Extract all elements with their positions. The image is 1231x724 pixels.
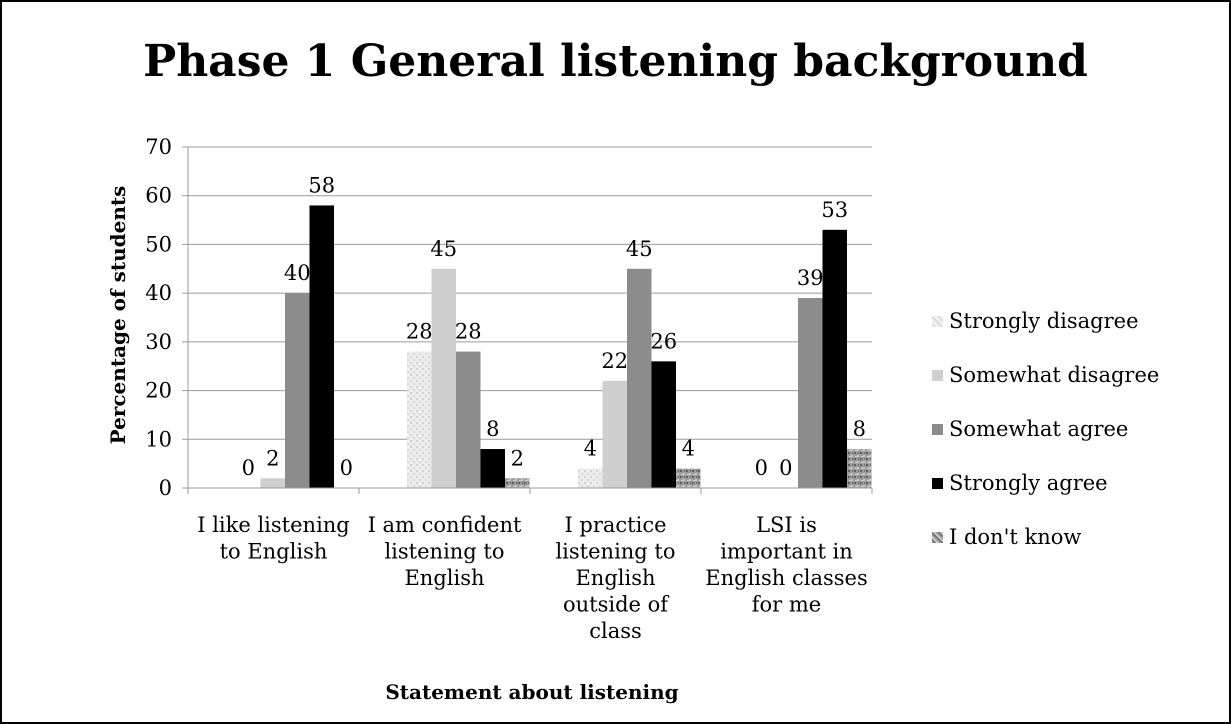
- data-label-strongly-disagree-1: 0: [242, 456, 255, 480]
- legend-label-somewhat-agree: Somewhat agree: [949, 417, 1129, 441]
- data-label-somewhat-disagree-3: 22: [601, 349, 628, 373]
- data-label-somewhat-disagree-1: 2: [266, 446, 279, 470]
- legend-label-strongly-disagree: Strongly disagree: [949, 309, 1139, 333]
- bar-somewhat-disagree-2: [431, 268, 456, 488]
- bars: [260, 205, 872, 489]
- legend-item-strongly-agree: Strongly agree: [932, 456, 1159, 510]
- bar-somewhat-disagree-3: [602, 380, 627, 488]
- chart-title: Phase 1 General listening background: [143, 36, 1088, 87]
- bar-somewhat-agree-2: [456, 351, 481, 488]
- legend-label-i-don-t-know: I don't know: [949, 525, 1082, 549]
- legend-swatch-somewhat-disagree: [932, 369, 943, 381]
- legend: Strongly disagree Somewhat disagree Somewh…: [932, 294, 1159, 564]
- data-label-somewhat-agree-3: 45: [626, 237, 653, 261]
- bar-somewhat-disagree-1: [260, 478, 285, 488]
- bar-somewhat-agree-1: [285, 293, 310, 488]
- data-label-strongly-disagree-3: 4: [584, 437, 597, 461]
- legend-label-somewhat-disagree: Somewhat disagree: [949, 363, 1160, 387]
- category-label-1: I like listening to English: [197, 513, 350, 564]
- data-label-strongly-disagree-2: 28: [406, 320, 433, 344]
- y-axis-title: Percentage of students: [106, 186, 130, 445]
- bar-strongly-disagree-3: [578, 468, 603, 488]
- data-label-somewhat-agree-1: 40: [284, 261, 311, 285]
- axes: [182, 146, 873, 494]
- legend-swatch-strongly-disagree: [932, 315, 943, 327]
- legend-item-somewhat-agree: Somewhat agree: [932, 402, 1159, 456]
- data-label-somewhat-agree-4: 39: [797, 266, 824, 290]
- data-label-somewhat-disagree-4: 0: [779, 456, 792, 480]
- y-tick-label-70: 70: [145, 135, 172, 159]
- data-label-i-don-t-know-2: 2: [511, 446, 524, 470]
- bar-strongly-agree-2: [480, 449, 505, 488]
- data-label-strongly-agree-4: 53: [821, 198, 848, 222]
- legend-label-strongly-agree: Strongly agree: [949, 471, 1108, 495]
- y-tick-label-10: 10: [145, 427, 172, 451]
- bar-strongly-agree-3: [651, 361, 676, 488]
- y-tick-label-20: 20: [145, 379, 172, 403]
- bar-i-don-t-know-3: [676, 468, 701, 488]
- legend-swatch-i-don-t-know: [932, 531, 943, 543]
- x-axis-title: Statement about listening: [385, 680, 678, 704]
- bar-i-don-t-know-4: [847, 449, 872, 488]
- legend-swatch-somewhat-agree: [932, 423, 943, 435]
- legend-item-i-don-t-know: I don't know: [932, 510, 1159, 564]
- labels: 0102030405060700284024522040284539588265…: [145, 135, 867, 643]
- category-label-3: I practice listening to English outside of c…: [555, 513, 675, 643]
- data-label-i-don-t-know-3: 4: [682, 437, 695, 461]
- data-label-strongly-agree-2: 8: [486, 417, 499, 441]
- legend-swatch-strongly-agree: [932, 477, 943, 489]
- bar-strongly-disagree-2: [407, 351, 432, 488]
- category-label-4: LSI is important in English classes for me: [705, 513, 867, 617]
- legend-item-strongly-disagree: Strongly disagree: [932, 294, 1159, 348]
- y-tick-label-30: 30: [145, 330, 172, 354]
- bar-strongly-agree-4: [822, 229, 847, 489]
- y-tick-label-0: 0: [159, 476, 172, 500]
- data-label-somewhat-agree-2: 28: [455, 320, 482, 344]
- data-label-strongly-agree-3: 26: [650, 329, 677, 353]
- legend-item-somewhat-disagree: Somewhat disagree: [932, 348, 1159, 402]
- bar-somewhat-agree-3: [627, 268, 652, 488]
- data-label-somewhat-disagree-2: 45: [430, 237, 457, 261]
- y-tick-label-40: 40: [145, 281, 172, 305]
- category-label-2: I am confident listening to English: [368, 513, 522, 590]
- data-label-i-don-t-know-4: 8: [853, 417, 866, 441]
- y-tick-label-60: 60: [145, 184, 172, 208]
- data-label-i-don-t-know-1: 0: [340, 456, 353, 480]
- bar-somewhat-agree-4: [798, 298, 823, 488]
- data-label-strongly-agree-1: 58: [308, 173, 335, 197]
- y-tick-label-50: 50: [145, 232, 172, 256]
- bar-i-don-t-know-2: [505, 478, 530, 488]
- bar-strongly-agree-1: [309, 205, 334, 488]
- data-label-strongly-disagree-4: 0: [755, 456, 768, 480]
